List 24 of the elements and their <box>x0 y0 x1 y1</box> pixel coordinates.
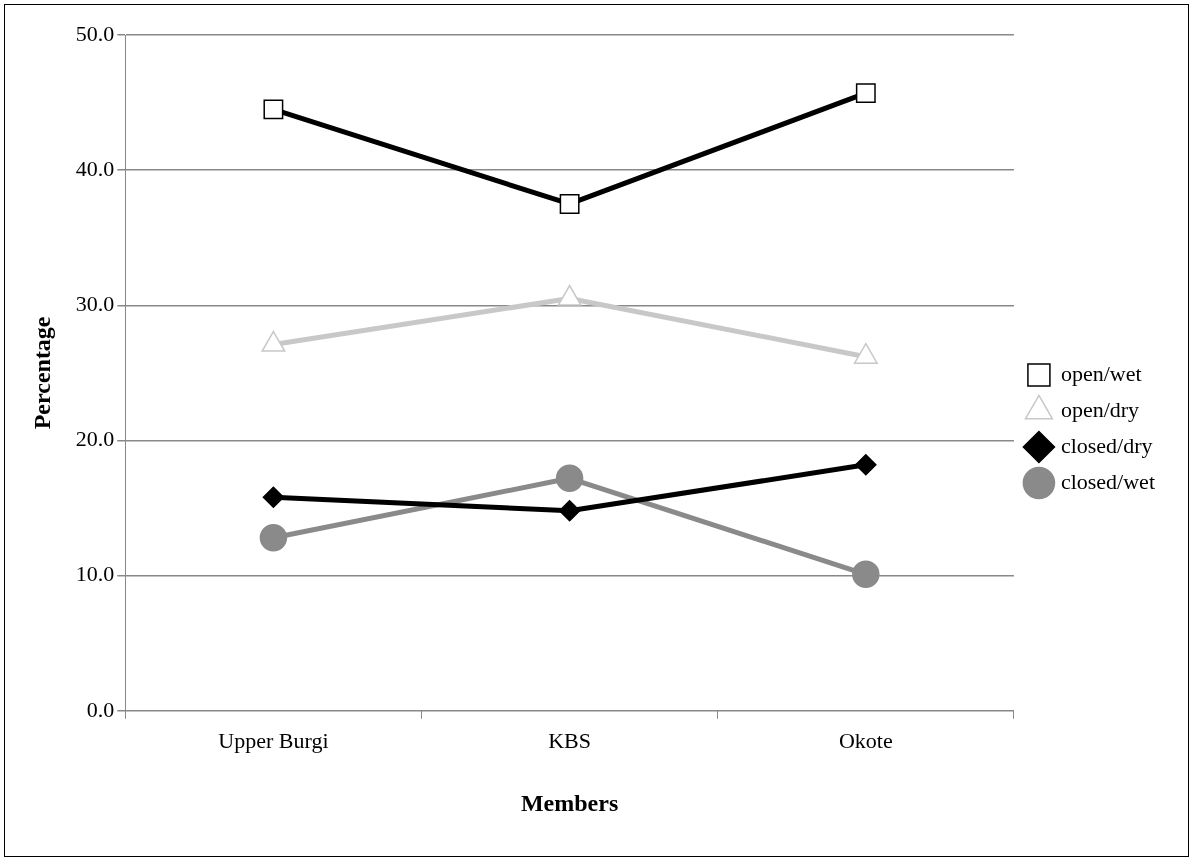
point <box>259 524 288 552</box>
point <box>555 464 584 493</box>
point <box>262 486 285 508</box>
point <box>855 83 876 104</box>
legend-label: closed/dry <box>1060 432 1153 458</box>
point <box>852 560 880 589</box>
point <box>559 194 580 214</box>
legend-label: open/dry <box>1060 396 1140 422</box>
point <box>855 454 877 476</box>
legend-label: closed/wet <box>1060 468 1156 494</box>
x-tick-label: Okote <box>838 727 893 753</box>
y-axis-title: Percentage <box>28 316 55 430</box>
legend-label: open/wet <box>1060 360 1142 386</box>
y-tick-label: 50.0 <box>75 20 115 46</box>
point <box>263 99 284 120</box>
y-tick-label: 10.0 <box>75 561 115 587</box>
x-tick-label: Upper Burgi <box>218 727 329 753</box>
y-tick-label: 20.0 <box>75 426 115 452</box>
x-axis-title: Members <box>520 789 619 816</box>
y-tick-label: 0.0 <box>86 696 115 722</box>
x-tick-label: KBS <box>548 727 592 753</box>
y-tick-label: 30.0 <box>75 291 115 317</box>
y-tick-label: 40.0 <box>75 155 115 181</box>
point <box>558 500 581 522</box>
